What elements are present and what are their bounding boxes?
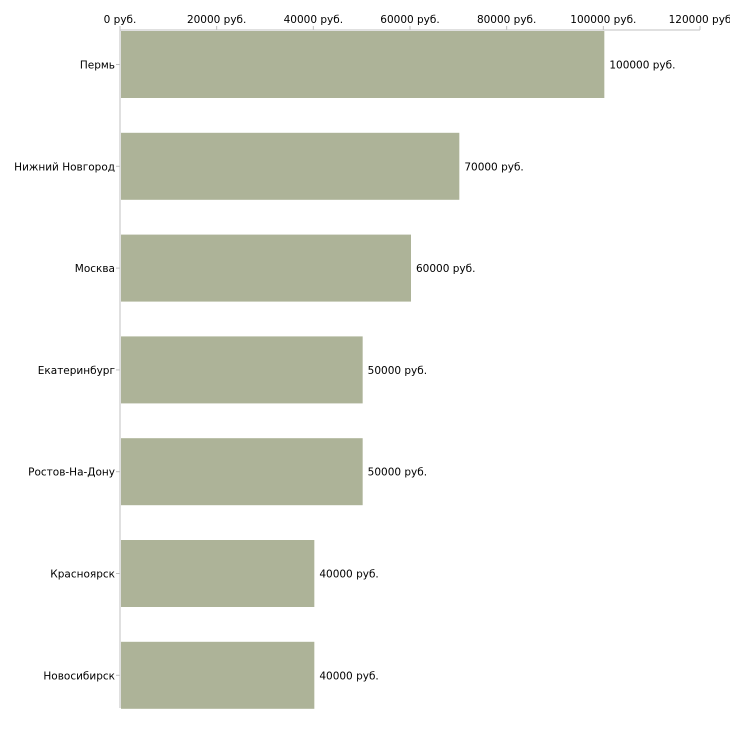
x-tick-label: 120000 руб [669, 14, 730, 26]
category-label: Нижний Новгород [14, 161, 115, 173]
bar [121, 540, 315, 607]
bar [121, 641, 315, 709]
category-label: Ростов-На-Дону [28, 467, 115, 479]
x-tick-label: 60000 руб. [380, 14, 439, 26]
value-label: 50000 руб. [368, 365, 427, 377]
bar [121, 438, 363, 506]
category-label: Красноярск [50, 569, 115, 581]
bar [121, 336, 363, 404]
category-label: Новосибирск [43, 670, 115, 682]
bar [121, 31, 605, 98]
category-label: Москва [75, 263, 115, 275]
value-label: 40000 руб. [319, 569, 378, 581]
value-label: 70000 руб. [464, 161, 523, 173]
value-label: 100000 руб. [609, 60, 675, 72]
value-label: 40000 руб. [319, 670, 378, 682]
x-tick-label: 40000 руб. [284, 14, 343, 26]
bar [121, 234, 411, 302]
category-label: Пермь [80, 60, 115, 72]
x-tick-label: 20000 руб. [187, 14, 246, 26]
x-tick-label: 100000 руб. [570, 14, 636, 26]
value-label: 60000 руб. [416, 263, 475, 275]
bar [121, 132, 460, 200]
value-label: 50000 руб. [368, 467, 427, 479]
x-tick-label: 0 руб. [104, 14, 137, 26]
x-tick-label: 80000 руб. [477, 14, 536, 26]
category-label: Екатеринбург [38, 365, 115, 377]
